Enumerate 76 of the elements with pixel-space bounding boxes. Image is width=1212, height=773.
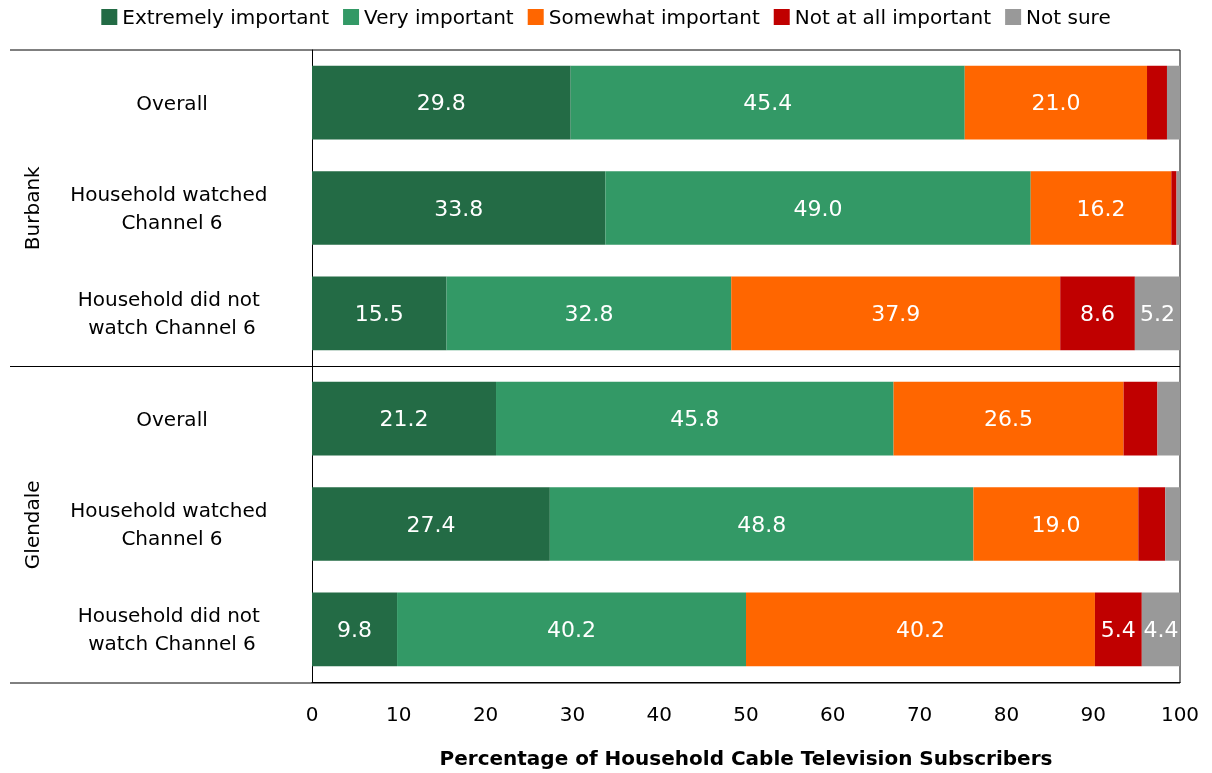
bar bbox=[397, 592, 746, 667]
bar bbox=[1123, 381, 1158, 456]
bar bbox=[1138, 487, 1166, 561]
data-label: 9.8 bbox=[337, 616, 373, 642]
data-label: 45.8 bbox=[670, 406, 720, 432]
bar bbox=[570, 65, 965, 140]
x-tick-label: 30 bbox=[559, 702, 586, 726]
x-tick-label: 10 bbox=[386, 702, 412, 726]
x-tick-label: 80 bbox=[993, 702, 1020, 726]
bar bbox=[1030, 171, 1172, 245]
legend-label: Extremely important bbox=[122, 5, 330, 29]
bar bbox=[1157, 381, 1180, 456]
bar bbox=[312, 171, 606, 245]
data-label: 48.8 bbox=[737, 511, 787, 537]
x-tick-label: 70 bbox=[906, 702, 933, 726]
x-tick-label: 20 bbox=[472, 702, 499, 726]
text: Burbank bbox=[20, 165, 44, 251]
data-label: 16.2 bbox=[1076, 195, 1126, 221]
bar bbox=[312, 381, 497, 456]
data-label: 21.2 bbox=[379, 406, 429, 432]
text: Glendale bbox=[20, 480, 44, 570]
legend-label: Not at all important bbox=[794, 5, 992, 29]
data-label: 37.9 bbox=[871, 300, 921, 326]
x-tick-label: 40 bbox=[646, 702, 672, 726]
bar bbox=[1147, 65, 1167, 140]
data-label: 33.8 bbox=[434, 195, 484, 221]
data-label: 4.4 bbox=[1143, 616, 1179, 642]
bar bbox=[1094, 592, 1142, 667]
bar bbox=[893, 381, 1124, 456]
legend-label: Somewhat important bbox=[548, 5, 760, 29]
bar bbox=[1060, 276, 1135, 351]
data-label: 45.4 bbox=[743, 90, 793, 116]
x-tick-label: 50 bbox=[733, 702, 759, 726]
data-label: 40.2 bbox=[547, 616, 597, 642]
bar bbox=[549, 487, 974, 561]
legend-label: Not sure bbox=[1026, 5, 1111, 29]
legend-label: Very important bbox=[364, 5, 514, 29]
bar bbox=[1165, 487, 1180, 561]
x-tick-label: 90 bbox=[1080, 702, 1106, 726]
bar bbox=[731, 276, 1061, 351]
data-label: 21.0 bbox=[1031, 90, 1081, 116]
data-label: 29.8 bbox=[416, 90, 466, 116]
bar bbox=[746, 592, 1095, 667]
data-label: 49.0 bbox=[793, 195, 843, 221]
y-tick-label: Overall bbox=[136, 406, 208, 431]
x-tick-label: 0 bbox=[305, 702, 319, 726]
y-tick-label: Household watched Channel 6 bbox=[70, 182, 274, 234]
bar bbox=[446, 276, 732, 351]
y-tick-label: Household watched Channel 6 bbox=[70, 498, 274, 550]
data-label: 8.6 bbox=[1080, 300, 1116, 326]
y-tick-label: Household did not watch Channel 6 bbox=[77, 287, 267, 340]
x-tick-label: 60 bbox=[820, 702, 846, 726]
data-label: 5.4 bbox=[1100, 616, 1136, 642]
y-tick-label: Household did not watch Channel 6 bbox=[77, 603, 267, 656]
data-label: 27.4 bbox=[406, 511, 456, 537]
data-label: 40.2 bbox=[895, 616, 945, 642]
bar bbox=[312, 592, 398, 667]
bar bbox=[1171, 171, 1177, 245]
bar bbox=[1141, 592, 1180, 667]
data-label: 15.5 bbox=[354, 300, 404, 326]
data-label: 5.2 bbox=[1139, 300, 1175, 326]
data-label: 26.5 bbox=[984, 406, 1034, 432]
data-label: 19.0 bbox=[1031, 511, 1081, 537]
bar bbox=[1166, 65, 1180, 140]
bar bbox=[312, 276, 447, 351]
x-axis-title: Percentage of Household Cable Television Subscribers bbox=[439, 746, 1053, 770]
x-tick-label: 100 bbox=[1160, 702, 1200, 726]
bar bbox=[312, 65, 571, 140]
bar bbox=[605, 171, 1031, 245]
y-tick-label: Overall bbox=[136, 90, 208, 115]
bar bbox=[973, 487, 1139, 561]
bar bbox=[496, 381, 894, 456]
bar bbox=[312, 487, 550, 561]
bar bbox=[964, 65, 1148, 140]
data-label: 32.8 bbox=[564, 300, 614, 326]
bar bbox=[1134, 276, 1180, 351]
